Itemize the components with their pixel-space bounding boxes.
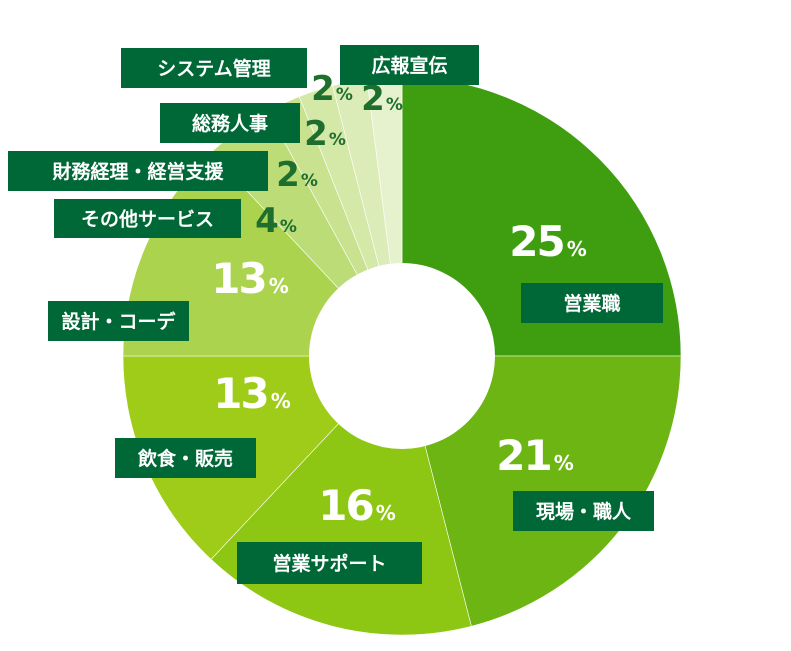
percent-label: 16% [318, 481, 396, 530]
category-label: 財務経理・経営支援 [8, 151, 268, 191]
percent-label: 21% [496, 431, 574, 480]
category-label-text: 現場・職人 [536, 500, 632, 523]
percent-label: 2% [276, 155, 318, 195]
category-label-box [340, 45, 479, 85]
category-label-text: その他サービス [81, 208, 214, 231]
category-label-box [54, 199, 241, 238]
category-label: 営業サポート [237, 542, 422, 584]
category-label-text: 営業職 [563, 292, 620, 315]
percent-label: 13% [211, 254, 289, 303]
category-label-box [521, 283, 663, 323]
category-label: 営業職 [521, 283, 663, 323]
category-label-text: システム管理 [157, 57, 270, 80]
percent-label: 2% [311, 69, 353, 109]
category-label: 広報宣伝 [340, 45, 479, 85]
category-label-text: 営業サポート [272, 552, 386, 575]
category-label-text: 設計・コーデ [61, 310, 176, 333]
percent-label: 25% [509, 217, 587, 266]
category-label: システム管理 [121, 48, 307, 88]
percent-label: 13% [213, 369, 291, 418]
category-label-box [115, 438, 256, 478]
category-label: 設計・コーデ [48, 301, 189, 341]
category-label-box [8, 151, 268, 191]
category-label-box [121, 48, 307, 88]
category-label-box [237, 542, 422, 584]
category-label-box [513, 491, 654, 531]
donut-hole [309, 263, 495, 449]
category-label-text: 飲食・販売 [137, 447, 233, 470]
slice-labels: 25 % 営業職 21 % 現場・職人 16 % 営業サポート 13 % 飲食・販売 13 % 設計・コーデ… [8, 45, 663, 584]
category-label-text: 総務人事 [192, 112, 268, 135]
category-label-text: 財務経理・経営支援 [52, 160, 224, 183]
percent-label: 2% [361, 79, 403, 119]
category-label-text: 広報宣伝 [371, 54, 447, 77]
category-label: 総務人事 [160, 103, 300, 143]
category-label: 現場・職人 [513, 491, 654, 531]
category-label: 飲食・販売 [115, 438, 256, 478]
percent-label: 4% [255, 201, 297, 241]
category-label: その他サービス [54, 199, 241, 238]
category-label-box [48, 301, 189, 341]
percent-label: 2% [304, 114, 346, 154]
category-label-box [160, 103, 300, 143]
